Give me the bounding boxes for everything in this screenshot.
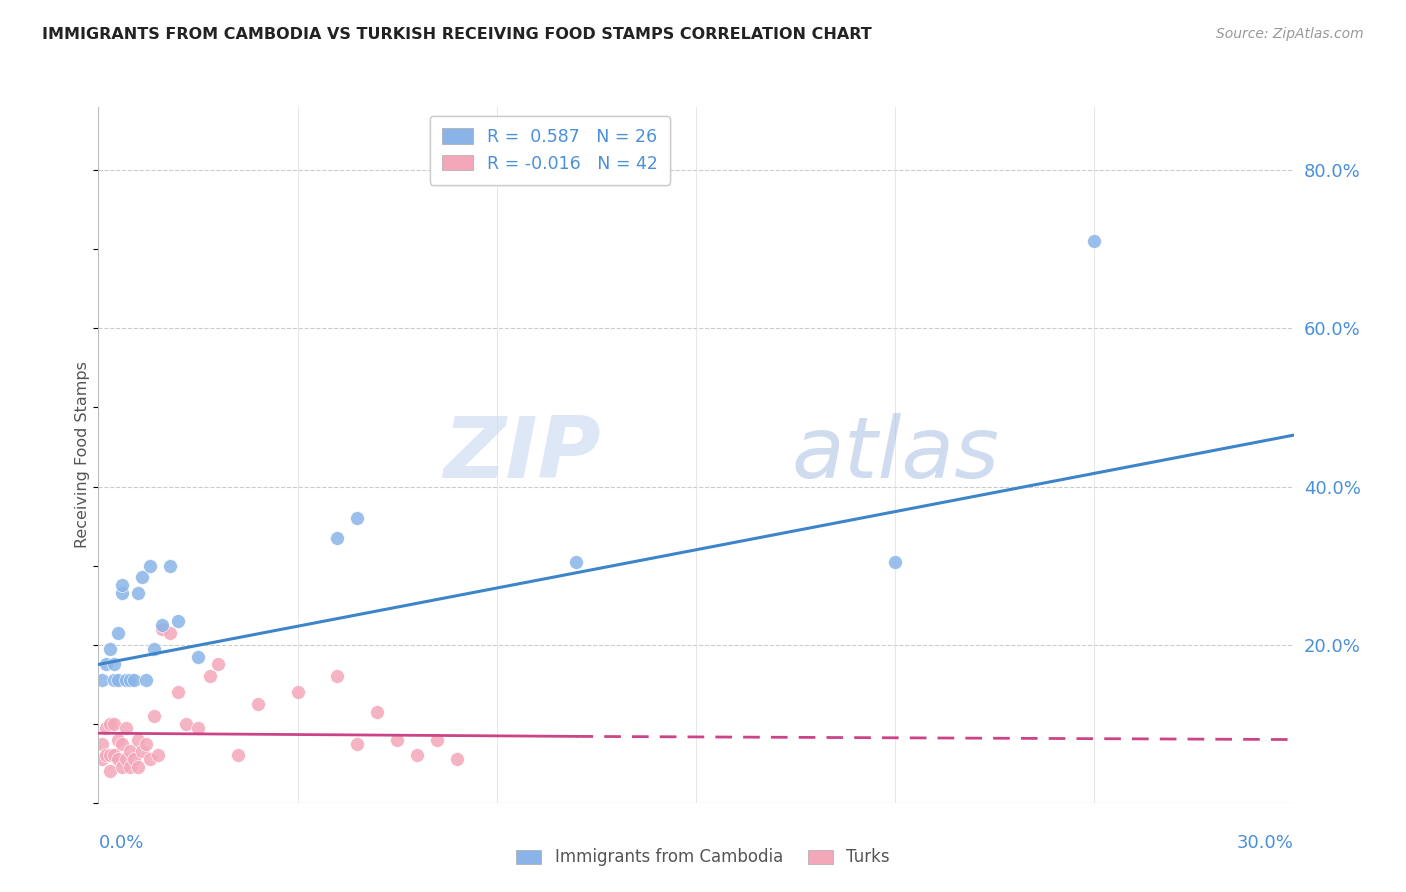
Point: [159, 625, 181, 640]
Text: atlas: atlas: [792, 413, 1000, 497]
Point: [111, 737, 134, 751]
Point: [124, 752, 146, 766]
Point: [96, 721, 118, 735]
Point: [198, 669, 221, 683]
Legend: R =  0.587   N = 26, R = -0.016   N = 42: R = 0.587 N = 26, R = -0.016 N = 42: [430, 116, 671, 185]
Point: [107, 673, 129, 688]
Text: IMMIGRANTS FROM CAMBODIA VS TURKISH RECEIVING FOOD STAMPS CORRELATION CHART: IMMIGRANTS FROM CAMBODIA VS TURKISH RECE…: [42, 27, 872, 42]
Point: [326, 531, 349, 545]
Point: [150, 622, 173, 636]
Point: [107, 752, 129, 766]
Point: [167, 614, 190, 628]
Point: [96, 657, 118, 672]
Point: [346, 737, 368, 751]
Point: [150, 618, 173, 632]
Text: ZIP: ZIP: [443, 413, 600, 497]
Point: [103, 748, 125, 763]
Point: [115, 673, 138, 688]
Point: [139, 558, 162, 573]
Point: [326, 669, 349, 683]
Point: [159, 558, 181, 573]
Point: [100, 748, 122, 763]
Point: [103, 673, 125, 688]
Y-axis label: Receiving Food Stamps: Receiving Food Stamps: [75, 361, 90, 549]
Point: [226, 748, 249, 763]
Point: [124, 673, 146, 688]
Point: [127, 586, 149, 600]
Point: [187, 649, 209, 664]
Text: 30.0%: 30.0%: [1237, 834, 1294, 852]
Point: [100, 641, 122, 656]
Point: [91, 673, 114, 688]
Point: [346, 511, 368, 525]
Point: [446, 752, 468, 766]
Point: [127, 732, 149, 747]
Point: [111, 586, 134, 600]
Point: [426, 732, 449, 747]
Point: [91, 737, 114, 751]
Point: [143, 708, 166, 723]
Point: [131, 744, 153, 758]
Point: [96, 748, 118, 763]
Point: [406, 748, 429, 763]
Point: [107, 625, 129, 640]
Point: [366, 705, 388, 719]
Point: [127, 760, 149, 774]
Point: [131, 570, 153, 584]
Point: [135, 737, 157, 751]
Point: [139, 752, 162, 766]
Point: [565, 555, 588, 569]
Legend: Immigrants from Cambodia, Turks: Immigrants from Cambodia, Turks: [508, 840, 898, 875]
Point: [287, 685, 309, 699]
Point: [100, 764, 122, 779]
Text: Source: ZipAtlas.com: Source: ZipAtlas.com: [1216, 27, 1364, 41]
Point: [91, 752, 114, 766]
Point: [385, 732, 409, 747]
Point: [143, 641, 166, 656]
Point: [187, 721, 209, 735]
Point: [115, 752, 138, 766]
Point: [120, 760, 142, 774]
Point: [111, 760, 134, 774]
Point: [100, 716, 122, 731]
Point: [884, 555, 907, 569]
Point: [148, 748, 170, 763]
Point: [246, 697, 269, 711]
Point: [103, 716, 125, 731]
Point: [207, 657, 229, 672]
Point: [107, 732, 129, 747]
Point: [120, 744, 142, 758]
Point: [103, 657, 125, 672]
Point: [135, 673, 157, 688]
Point: [115, 721, 138, 735]
Point: [1083, 235, 1105, 249]
Point: [167, 685, 190, 699]
Text: 0.0%: 0.0%: [98, 834, 143, 852]
Point: [120, 673, 142, 688]
Point: [111, 578, 134, 592]
Point: [174, 716, 197, 731]
